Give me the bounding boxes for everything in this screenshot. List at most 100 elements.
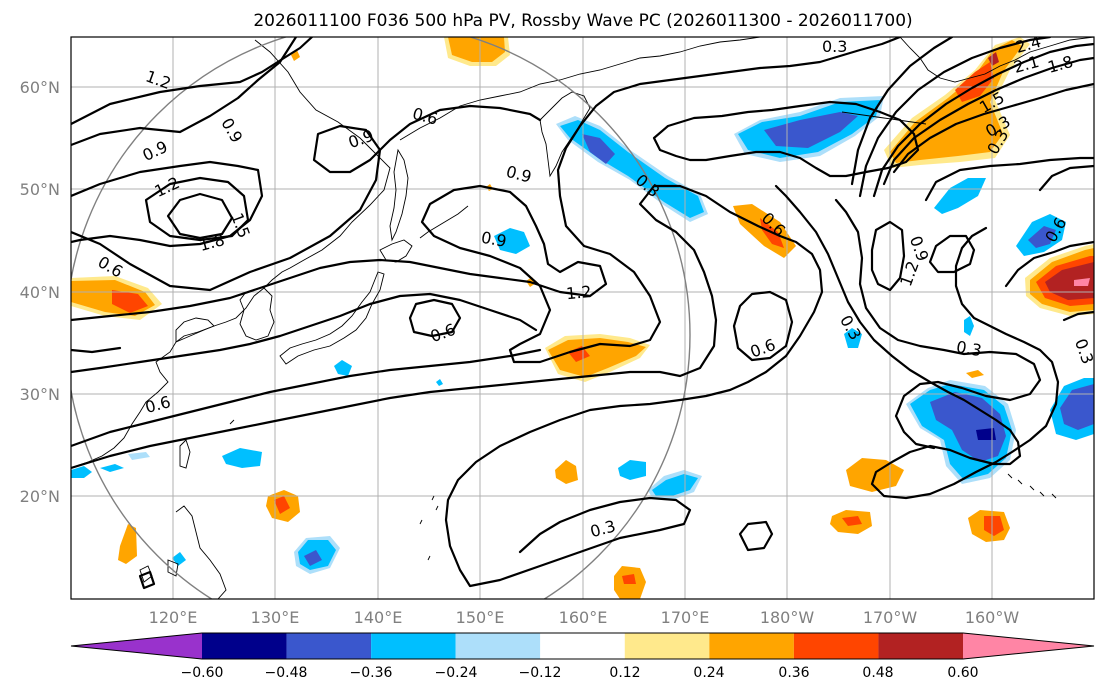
pv-contour [924,156,1094,202]
pv-contour [928,234,976,274]
colorbar-tick: −0.36 [350,665,393,681]
range-circle [71,37,691,599]
aleutian-islands [419,111,927,239]
coastlines [71,37,1094,599]
pv-anomaly-negative [304,550,322,566]
lon-label: 160°E [559,608,608,627]
pv-anomaly-positive [1045,262,1094,300]
pv-anomaly-negative [930,392,1006,462]
philippines-coastline [167,505,227,599]
pv-anomaly-positive [622,574,636,584]
pv-anomaly-positive [988,52,999,66]
colorbar-outline [70,632,1095,660]
pv-anomaly-negative [222,448,262,468]
lon-label: 170°W [863,608,918,627]
colorbar-tick: −0.48 [265,665,308,681]
pv-contour [892,82,1094,174]
pv-anomaly-positive [1074,278,1090,286]
pv-anomaly-positive [112,290,148,313]
pv-anomaly-positive [984,516,1004,536]
pv-anomaly-negative [100,464,124,472]
contour-label: 1.2 [565,282,592,303]
colorbar-segment [793,633,879,659]
colorbar-tick: 0.24 [693,665,724,681]
pv-anomaly-negative [71,466,92,478]
lon-label: 170°E [661,608,710,627]
pv-anomaly-negative [1060,384,1094,430]
pv-contours [71,37,1094,590]
pv-anomaly-negative [652,474,698,496]
colorbar-segment [71,633,202,659]
pv-contour [71,292,538,374]
pv-contour [1038,164,1094,192]
taiwan-coastline [179,439,191,469]
colorbar-segment [455,633,541,659]
pv-anomaly-negative [436,379,443,386]
pv-anomaly-positive [274,496,290,514]
pv-contour [166,192,234,240]
shandong-coastline [175,317,215,343]
pv-anomaly-negative [618,460,646,480]
colorbar-segment [540,633,625,659]
pv-anomaly-positive [966,370,984,378]
pv-contour [850,37,954,186]
lon-label: 160°W [965,608,1020,627]
colorbar-segments [71,633,1094,659]
pv-contour [138,570,156,590]
pv-anomaly-negative [128,452,150,460]
contour-label: 0.9 [480,228,508,251]
lon-label: 120°E [149,608,198,627]
pv-contour [71,37,298,147]
map-frame [70,36,1095,600]
colorbar-segment [878,633,963,659]
pv-anomaly-negative [1028,226,1056,248]
small-islands [229,419,1057,561]
colorbar-tick: −0.24 [435,665,478,681]
pv-contour [71,184,824,588]
pv-contour [71,37,902,364]
alaska-coastline [899,37,1094,83]
colorbar-tick: 0.36 [778,665,809,681]
pv-anomaly-negative [934,178,986,214]
colorbar-segment [963,633,1094,659]
pv-contour [882,56,1094,186]
pv-anomaly-negative [334,360,352,376]
pv-contour [774,184,1060,500]
colorbar-tick: −0.12 [519,665,562,681]
colorbar: −0.60 −0.48 −0.36 −0.24 −0.12 0.12 0.24 … [70,632,1095,681]
pv-anomaly-positive [842,516,862,526]
siberia-coastline [399,37,761,141]
pv-contour [71,346,122,354]
lat-label: 30°N [20,385,60,404]
colorbar-segment [371,633,456,659]
pv-contour [870,220,906,292]
pv-anomaly-positive [448,37,505,62]
colorbar-tick: −0.60 [181,665,224,681]
sakhalin-coastline [389,148,409,242]
lon-label: 180°W [760,608,815,627]
pv-contour [1062,310,1094,322]
negative-anomaly-shading [71,96,1094,574]
pv-contour [144,176,250,242]
pv-contour [71,104,542,292]
contour-label: 0.3 [955,337,983,360]
pv-anomaly-negative [964,316,974,336]
pv-anomaly-negative [844,328,862,348]
pv-contour [1004,240,1094,288]
lon-label: 130°E [251,608,300,627]
colorbar-tick: 0.12 [609,665,640,681]
contour-label: 2.4 [1014,32,1044,57]
lat-label: 20°N [20,487,60,506]
pv-contour [652,100,920,178]
lon-label: 140°E [354,608,403,627]
asia-coastline [71,39,391,469]
pv-contour [71,348,542,448]
contour-label: 0.3 [822,37,847,56]
lat-label: 60°N [20,78,60,97]
lat-label: 40°N [20,283,60,302]
pv-anomaly-negative [582,134,615,164]
pv-anomaly-positive [555,460,578,484]
colorbar-tick: 0.48 [862,665,893,681]
korea-coastline [239,287,275,341]
